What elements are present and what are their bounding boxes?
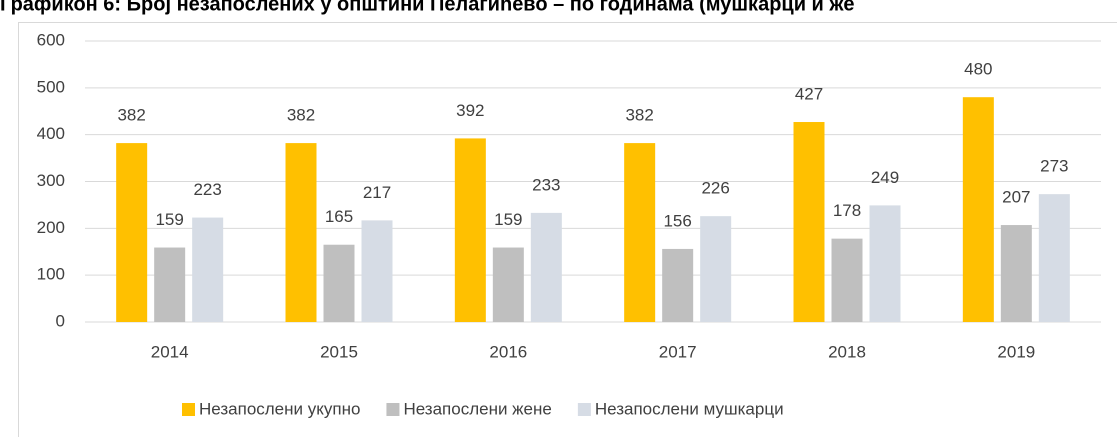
bar: [962, 97, 994, 322]
data-label: 273: [1040, 157, 1068, 176]
y-tick-label: 600: [37, 30, 65, 49]
chart-frame: [18, 22, 1117, 437]
bar: [530, 212, 562, 322]
y-tick-label: 300: [37, 171, 65, 190]
data-label: 178: [833, 201, 861, 220]
x-tick-label: 2015: [320, 342, 358, 361]
bar: [285, 143, 317, 322]
y-tick-label: 0: [56, 311, 65, 330]
data-label: 392: [456, 101, 484, 120]
bar: [323, 244, 355, 322]
data-label: 427: [795, 85, 823, 104]
bar: [624, 143, 656, 322]
x-tick-label: 2019: [997, 342, 1035, 361]
x-tick-label: 2017: [659, 342, 697, 361]
data-label: 382: [625, 106, 653, 125]
data-label: 480: [964, 60, 992, 79]
legend-label: Незапослени жене: [403, 399, 551, 418]
data-label: 382: [287, 106, 315, 125]
data-label: 249: [871, 168, 899, 187]
data-label: 382: [117, 106, 145, 125]
bar: [361, 220, 393, 322]
y-tick-label: 400: [37, 124, 65, 143]
data-label: 223: [193, 180, 221, 199]
bar: [793, 122, 825, 322]
bar: [116, 143, 148, 322]
data-label: 226: [701, 179, 729, 198]
bar: [454, 138, 486, 322]
y-tick-label: 200: [37, 218, 65, 237]
x-tick-label: 2018: [828, 342, 866, 361]
legend-swatch: [182, 403, 195, 416]
legend-swatch: [577, 403, 591, 416]
x-tick-label: 2014: [151, 342, 189, 361]
data-label: 159: [155, 210, 183, 229]
legend-label: Незапослени мушкарци: [595, 399, 784, 418]
data-label: 156: [663, 211, 691, 230]
chart-title: Графикон 6: Број незапослених у општини …: [0, 0, 854, 15]
bar: [1038, 194, 1070, 322]
bar: [700, 216, 732, 322]
bar: [154, 247, 186, 322]
y-tick-label: 100: [37, 265, 65, 284]
data-label: 217: [363, 183, 391, 202]
bar: [869, 205, 901, 322]
y-tick-label: 500: [37, 77, 65, 96]
legend-swatch: [386, 403, 400, 416]
data-label: 165: [325, 207, 353, 226]
bar: [662, 248, 694, 322]
legend-label: Незапослени укупно: [199, 399, 360, 418]
bar: [192, 217, 224, 322]
bar: [1000, 225, 1032, 322]
data-label: 233: [532, 175, 560, 194]
data-label: 159: [494, 210, 522, 229]
bar: [492, 247, 524, 322]
bar: [831, 238, 863, 322]
data-label: 207: [1002, 188, 1030, 207]
x-tick-label: 2016: [489, 342, 527, 361]
